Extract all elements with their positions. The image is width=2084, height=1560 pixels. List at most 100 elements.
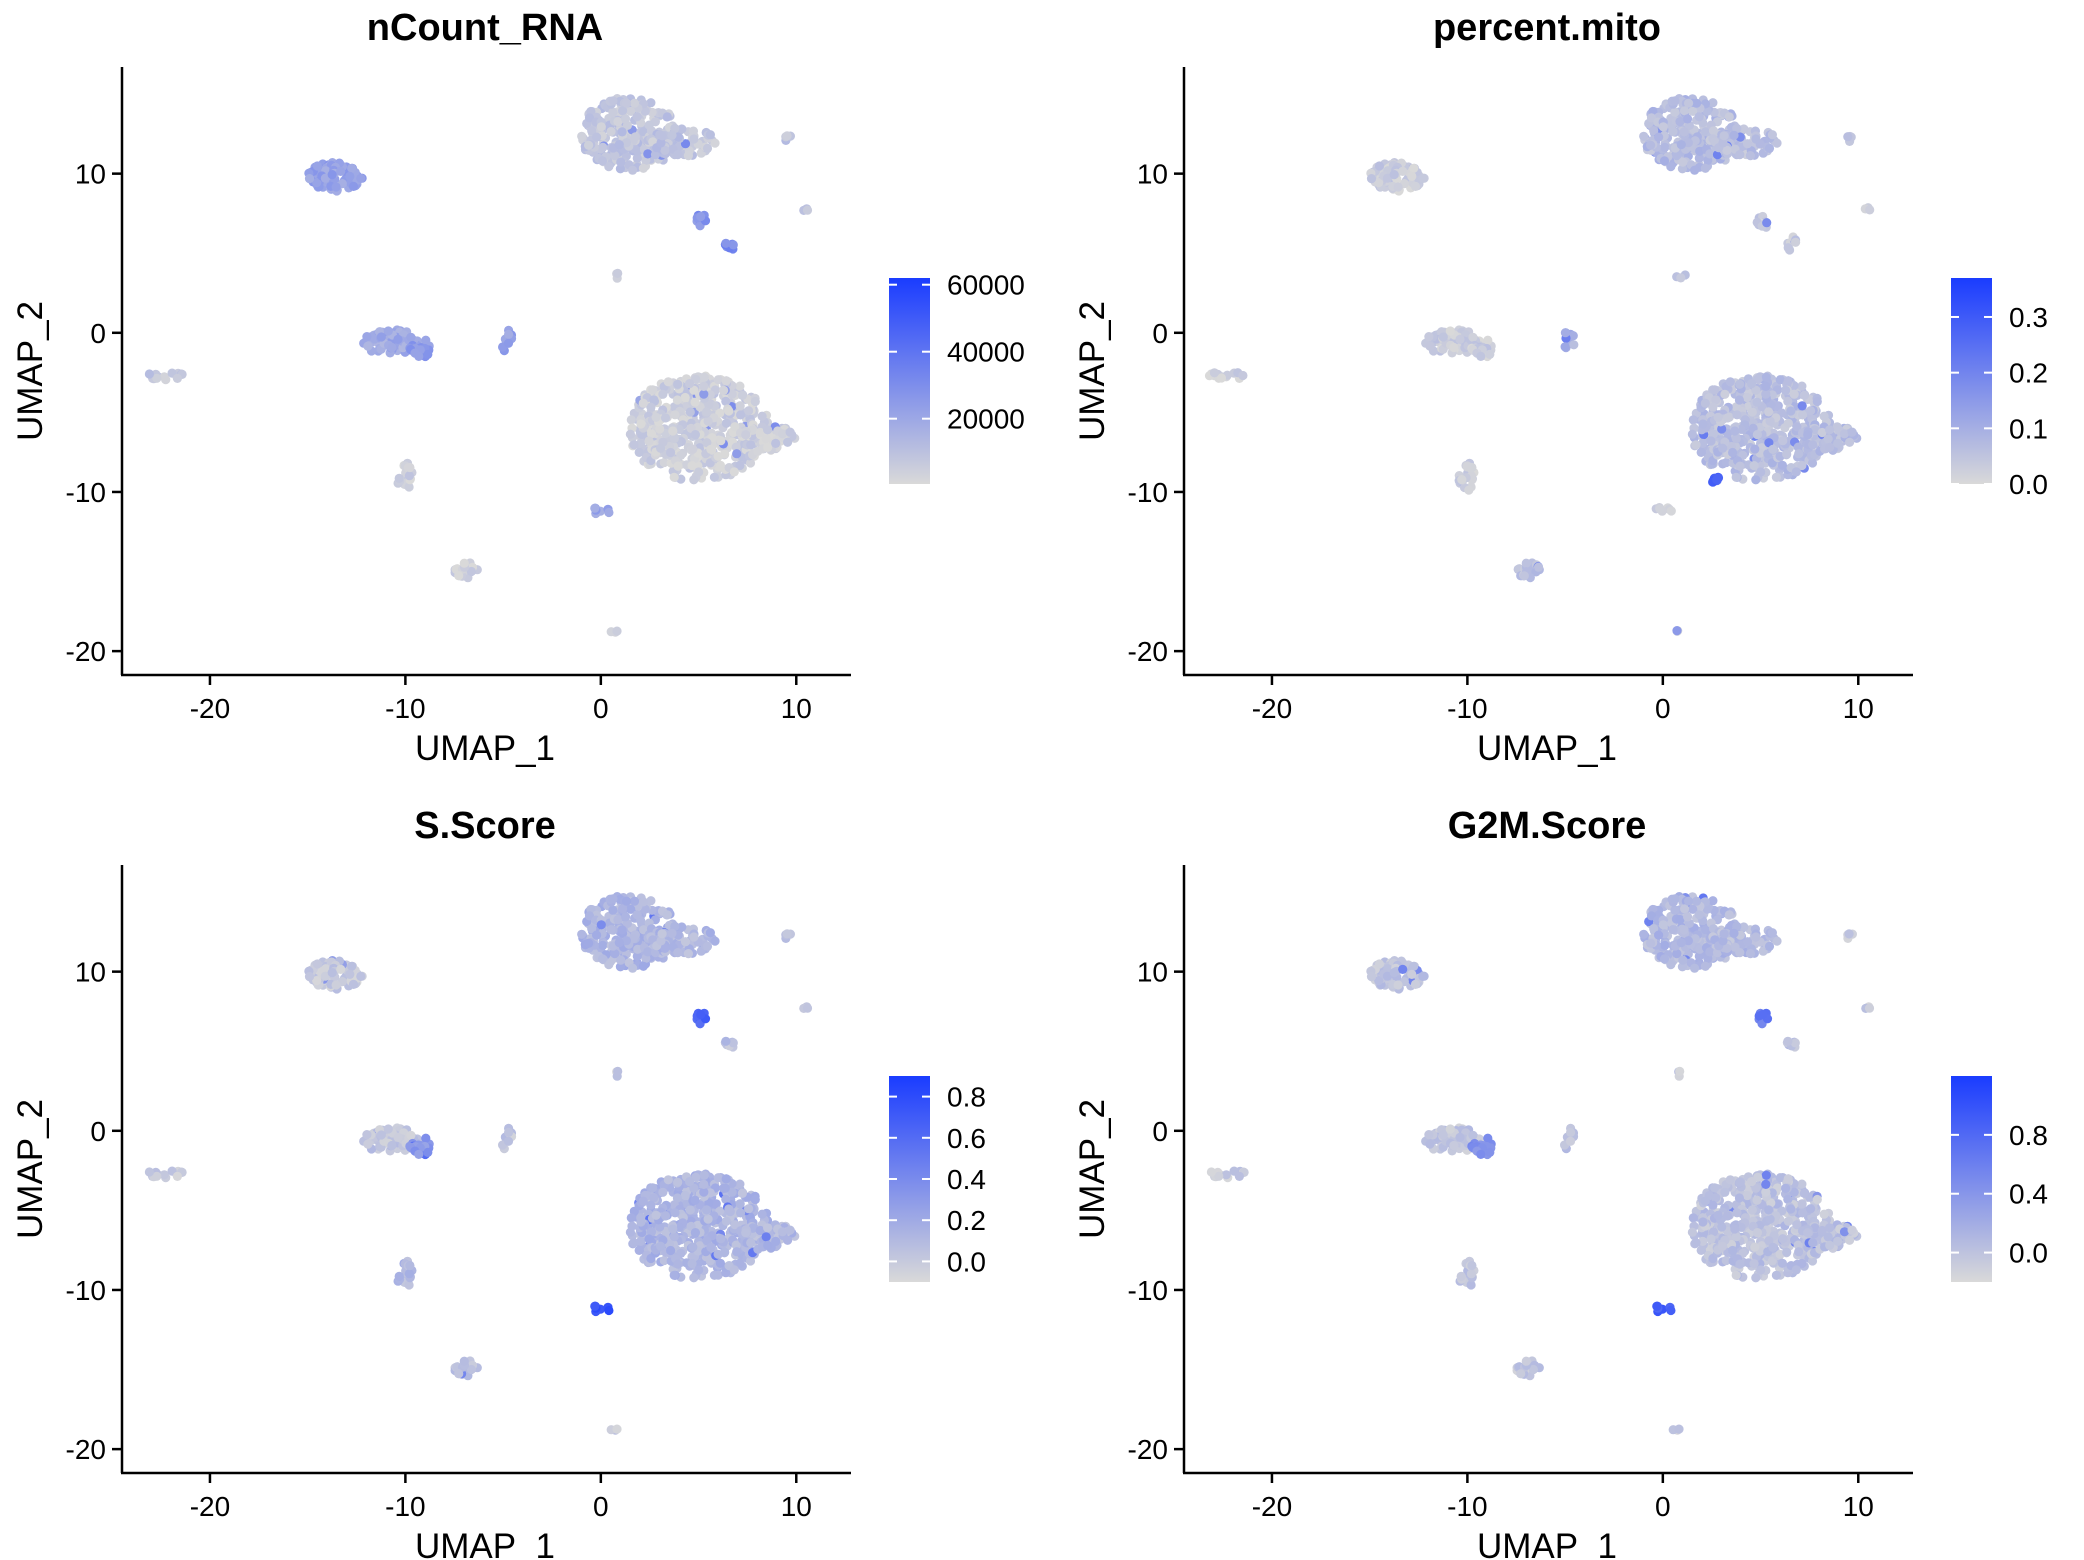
cell-point	[604, 1305, 614, 1316]
cell-point	[304, 972, 315, 982]
colorbar	[889, 278, 930, 484]
cell-point	[608, 107, 618, 117]
cell-point	[724, 1204, 734, 1214]
cell-point	[614, 140, 624, 150]
cell-point	[721, 1194, 731, 1204]
cell-point	[728, 240, 738, 250]
colorbar-tick-label: 0.2	[2009, 358, 2048, 389]
cell-point	[669, 472, 679, 482]
cell-point	[1516, 1369, 1526, 1379]
cell-point	[1789, 389, 1799, 399]
cell-point	[1374, 178, 1384, 188]
cell-point	[331, 182, 341, 192]
cell-point	[1783, 1216, 1793, 1226]
cell-point	[656, 138, 666, 148]
cell-point	[1761, 381, 1771, 391]
cell-point	[1747, 1205, 1757, 1215]
cell-point	[621, 912, 631, 922]
cell-point	[1521, 1356, 1531, 1366]
cell-point	[663, 1175, 673, 1185]
cell-point	[1688, 415, 1698, 425]
cell-point	[1694, 153, 1704, 163]
cell-point	[606, 127, 616, 137]
cell-point	[687, 461, 697, 471]
cell-point	[1691, 896, 1702, 906]
colorbar-tick-label: 0.6	[947, 1123, 986, 1154]
cell-point	[1706, 436, 1716, 446]
cell-point	[1758, 1009, 1768, 1020]
cell-point	[689, 385, 699, 395]
cell-point	[703, 416, 713, 426]
cell-point	[644, 1234, 654, 1244]
cell-point	[405, 1260, 415, 1271]
panel-title: nCount_RNA	[367, 7, 603, 49]
cell-point	[745, 458, 756, 468]
y-axis-label: UMAP_2	[11, 301, 50, 441]
cell-point	[626, 1213, 636, 1223]
colorbar-ticks: 0.30.20.10.0	[1951, 302, 2048, 500]
cell-point	[1808, 440, 1818, 450]
cell-point	[1712, 474, 1722, 485]
cell-point	[680, 392, 690, 403]
cell-point	[376, 1130, 386, 1140]
cell-point	[1700, 961, 1710, 971]
panel-title: S.Score	[414, 805, 556, 847]
cell-point	[1393, 182, 1403, 192]
y-ticks: 100-10-20	[1128, 957, 1184, 1465]
cell-point	[622, 896, 632, 906]
cell-point	[577, 929, 587, 939]
cell-point	[702, 143, 713, 153]
cell-point	[670, 1208, 680, 1218]
cell-point	[736, 1208, 746, 1218]
cell-point	[466, 566, 476, 577]
cell-point	[1706, 1234, 1716, 1244]
cell-point	[1845, 437, 1855, 447]
cell-point	[1698, 1217, 1708, 1227]
cell-point	[1675, 117, 1685, 127]
cell-point	[1751, 134, 1761, 144]
cell-point	[1734, 395, 1744, 405]
y-tick-label: -10	[66, 1275, 106, 1306]
cell-point	[626, 415, 636, 425]
cell-point	[656, 1241, 666, 1251]
cell-point	[1724, 910, 1734, 920]
cell-point	[1807, 458, 1818, 468]
cell-point	[590, 1301, 600, 1311]
cell-point	[729, 1265, 739, 1275]
x-tick-label: -10	[385, 693, 425, 724]
cell-point	[1476, 1149, 1486, 1159]
y-tick-label: 0	[90, 318, 106, 349]
cell-point	[1739, 124, 1749, 134]
cell-point	[1468, 332, 1478, 342]
cell-point	[1717, 424, 1727, 434]
cell-point	[667, 130, 677, 140]
cell-point	[1781, 1183, 1791, 1193]
cell-point	[670, 410, 680, 420]
cell-point	[144, 1167, 154, 1177]
cell-point	[404, 1269, 414, 1279]
cell-point	[721, 396, 731, 406]
cell-point	[1449, 342, 1459, 353]
cell-point	[1833, 438, 1843, 448]
cell-point	[783, 1235, 793, 1245]
cell-point	[592, 132, 602, 142]
cell-point	[1771, 472, 1781, 482]
cell-point	[1398, 964, 1408, 975]
cell-point	[648, 385, 658, 395]
cell-point	[336, 964, 346, 975]
cell-point	[320, 173, 330, 183]
cell-point	[1683, 912, 1693, 922]
cell-point	[785, 427, 795, 437]
cell-point	[604, 162, 614, 172]
cell-point	[629, 98, 640, 108]
cell-point	[1756, 467, 1766, 477]
cell-point	[721, 238, 731, 248]
x-ticks: -20 -10 0 10	[1252, 1473, 1874, 1522]
cell-point	[1771, 1270, 1781, 1280]
cell-point	[1767, 928, 1777, 938]
cell-point	[597, 156, 608, 166]
y-tick-label: 10	[1137, 159, 1168, 190]
cell-point	[1462, 462, 1472, 472]
y-ticks: 100-10-20	[66, 957, 122, 1465]
cell-point	[1731, 472, 1741, 482]
